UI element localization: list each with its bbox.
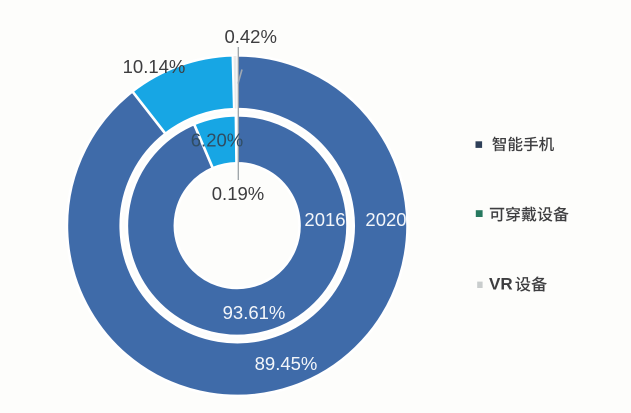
svg-text:2016: 2016 (304, 209, 345, 230)
svg-text:2020: 2020 (365, 209, 406, 230)
svg-text:10.14%: 10.14% (123, 56, 186, 77)
svg-text:89.45%: 89.45% (255, 353, 318, 374)
svg-text:6.20%: 6.20% (191, 130, 243, 151)
svg-text:0.42%: 0.42% (224, 26, 276, 47)
svg-text:93.61%: 93.61% (223, 302, 286, 323)
svg-text:VR: VR (489, 275, 513, 294)
svg-text:0.19%: 0.19% (212, 183, 264, 204)
